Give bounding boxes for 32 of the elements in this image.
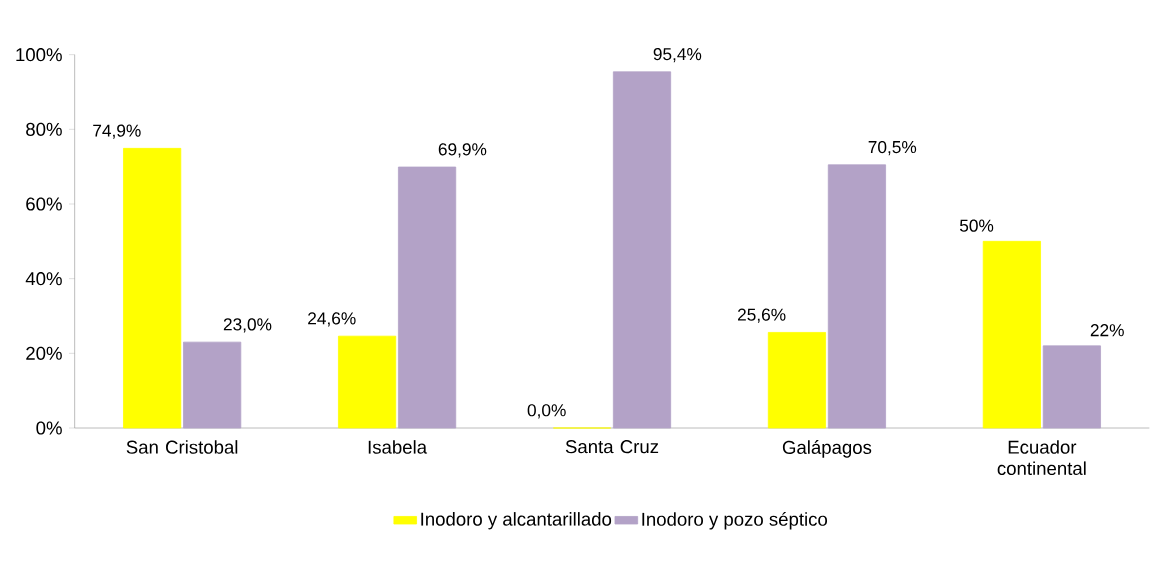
y-tick-label: 40% — [25, 272, 62, 286]
x-tick-label: Galápagos — [782, 440, 872, 458]
data-label: 0,0% — [527, 404, 566, 419]
x-tick-label: Santa Cruz — [565, 440, 659, 454]
x-tick-label: San Cristobal — [126, 440, 238, 454]
data-label: 74,9% — [93, 124, 141, 139]
data-label: 22% — [1090, 324, 1124, 337]
bar — [183, 341, 242, 429]
legend-label: Inodoro y pozo séptico — [642, 511, 828, 530]
y-tick-label: 20% — [26, 346, 62, 360]
x-tick-label: Isabela — [368, 440, 428, 454]
y-tick-label: 100% — [16, 48, 62, 62]
bar — [1042, 345, 1101, 429]
bar — [982, 240, 1041, 429]
bar — [123, 147, 182, 429]
y-tick-label: 0% — [36, 421, 62, 435]
data-label: 50% — [959, 219, 994, 232]
x-tick-label: Ecuador continental — [997, 440, 1086, 476]
data-label: 95,4% — [653, 47, 702, 63]
bar — [338, 335, 397, 429]
bar — [767, 332, 827, 429]
data-label: 69,9% — [438, 143, 487, 158]
legend-label: Inodoro y alcantarillado — [421, 512, 612, 530]
data-label: 23,0% — [223, 318, 272, 333]
bar — [827, 164, 886, 429]
y-tick-label: 60% — [26, 197, 62, 211]
data-label: 25,6% — [738, 308, 786, 323]
y-tick-label: 80% — [26, 122, 62, 136]
bar — [398, 166, 457, 429]
bar — [612, 71, 672, 429]
data-label: 70,5% — [868, 140, 917, 156]
data-label: 24,6% — [308, 312, 356, 327]
